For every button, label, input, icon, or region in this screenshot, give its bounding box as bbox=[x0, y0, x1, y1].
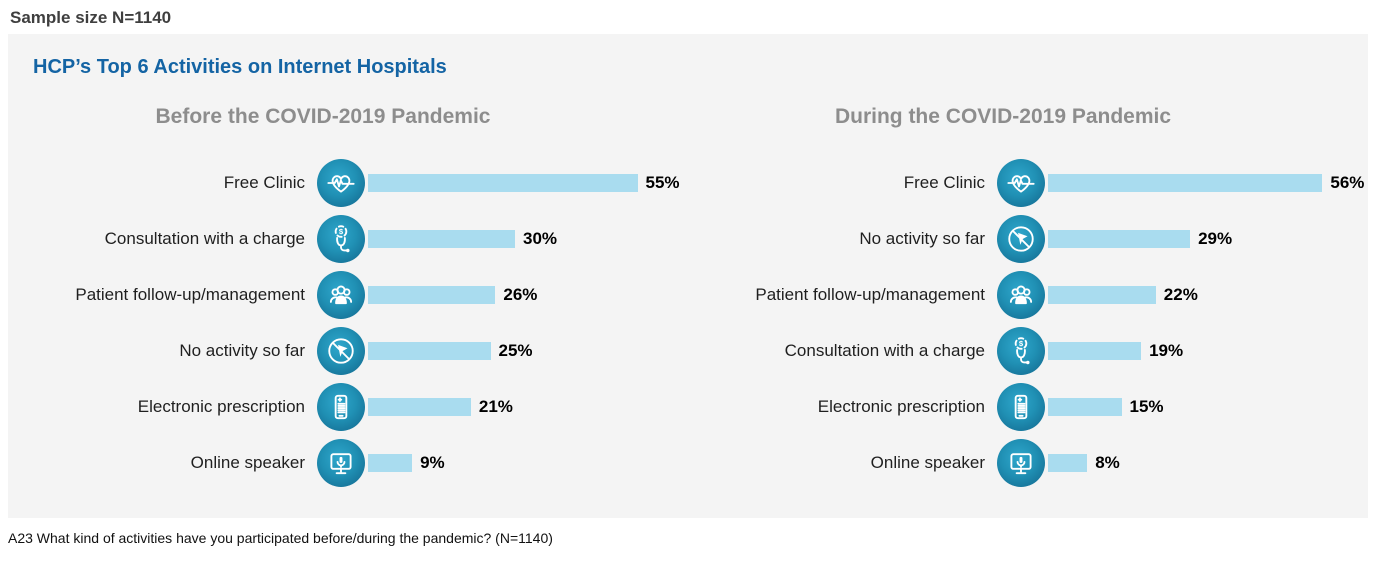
bar bbox=[368, 174, 638, 192]
bar-label: Free Clinic bbox=[223, 172, 305, 192]
chart-before-title: Before the COVID-2019 Pandemic bbox=[155, 105, 491, 128]
bar-label: Consultation with a charge bbox=[784, 340, 985, 360]
bar-value: 9% bbox=[420, 453, 445, 472]
chart-row: Electronic prescription 15% bbox=[688, 379, 1368, 435]
bar-value: 26% bbox=[503, 285, 538, 304]
chart-before-pandemic: Before the COVID-2019 Pandemic Free Clin… bbox=[8, 105, 688, 491]
bar bbox=[1048, 174, 1323, 192]
bar-label: Electronic prescription bbox=[817, 396, 985, 416]
chart-row: Consultation with a charge $30% bbox=[8, 211, 688, 267]
online-speaker-monitor-icon bbox=[997, 439, 1045, 487]
no-activity-icon bbox=[997, 215, 1045, 263]
bar-value: 19% bbox=[1149, 341, 1184, 360]
bar bbox=[368, 286, 496, 304]
bar-value: 30% bbox=[523, 229, 558, 248]
chart-row: Consultation with a charge $19% bbox=[688, 323, 1368, 379]
chart-row: Online speaker 8% bbox=[688, 435, 1368, 491]
heart-pulse-icon bbox=[317, 159, 365, 207]
bar-value: 29% bbox=[1198, 229, 1233, 248]
bar-value: 22% bbox=[1163, 285, 1198, 304]
stethoscope-fee-icon: $ bbox=[997, 327, 1045, 375]
chart-during-rows: Free Clinic 56% No activity so far 29% Patie… bbox=[688, 155, 1368, 491]
chart-row: Electronic prescription 21% bbox=[8, 379, 688, 435]
bar-value: 55% bbox=[645, 173, 680, 192]
chart-row: No activity so far 29% bbox=[688, 211, 1368, 267]
bar-label: Online speaker bbox=[190, 452, 305, 472]
charts-container: Before the COVID-2019 Pandemic Free Clin… bbox=[8, 105, 1368, 491]
chart-during-pandemic: During the COVID-2019 Pandemic Free Clin… bbox=[688, 105, 1368, 491]
bar bbox=[1048, 286, 1156, 304]
e-prescription-phone-icon bbox=[997, 383, 1045, 431]
chart-row: Free Clinic 55% bbox=[8, 155, 688, 211]
bar-label: Online speaker bbox=[870, 452, 985, 472]
patient-group-icon bbox=[317, 271, 365, 319]
bar-label: Patient follow-up/management bbox=[755, 284, 985, 304]
bar-label: Patient follow-up/management bbox=[75, 284, 305, 304]
bar bbox=[368, 454, 413, 472]
page-title: HCP’s Top 6 Activities on Internet Hospi… bbox=[33, 56, 447, 78]
stethoscope-fee-icon: $ bbox=[317, 215, 365, 263]
bar-label: Consultation with a charge bbox=[104, 228, 305, 248]
bar-value: 8% bbox=[1095, 453, 1120, 472]
bar bbox=[1048, 230, 1191, 248]
bar-label: No activity so far bbox=[179, 340, 305, 360]
bar bbox=[368, 230, 515, 248]
svg-text:$: $ bbox=[1019, 339, 1024, 348]
no-activity-icon bbox=[317, 327, 365, 375]
survey-question-footnote: A23 What kind of activities have you par… bbox=[8, 530, 553, 546]
bar bbox=[368, 342, 491, 360]
patient-group-icon bbox=[997, 271, 1045, 319]
chart-row: Free Clinic 56% bbox=[688, 155, 1368, 211]
svg-text:$: $ bbox=[339, 227, 344, 236]
chart-row: No activity so far 25% bbox=[8, 323, 688, 379]
bar-value: 56% bbox=[1330, 173, 1365, 192]
bar bbox=[1048, 454, 1088, 472]
bar-label: Free Clinic bbox=[903, 172, 985, 192]
bar bbox=[1048, 398, 1122, 416]
chart-row: Online speaker 9% bbox=[8, 435, 688, 491]
chart-during-title: During the COVID-2019 Pandemic bbox=[834, 105, 1172, 128]
chart-panel: HCP’s Top 6 Activities on Internet Hospi… bbox=[8, 34, 1368, 518]
online-speaker-monitor-icon bbox=[317, 439, 365, 487]
bar bbox=[368, 398, 471, 416]
e-prescription-phone-icon bbox=[317, 383, 365, 431]
bar-value: 25% bbox=[498, 341, 533, 360]
bar-value: 15% bbox=[1129, 397, 1164, 416]
bar-label: Electronic prescription bbox=[137, 396, 305, 416]
chart-before-rows: Free Clinic 55% Consultation with a charge… bbox=[8, 155, 688, 491]
chart-row: Patient follow-up/management 26% bbox=[8, 267, 688, 323]
bar-value: 21% bbox=[478, 397, 513, 416]
bar bbox=[1048, 342, 1142, 360]
chart-row: Patient follow-up/management 22% bbox=[688, 267, 1368, 323]
bar-label: No activity so far bbox=[859, 228, 985, 248]
heart-pulse-icon bbox=[997, 159, 1045, 207]
sample-size-note: Sample size N=1140 bbox=[10, 8, 172, 27]
